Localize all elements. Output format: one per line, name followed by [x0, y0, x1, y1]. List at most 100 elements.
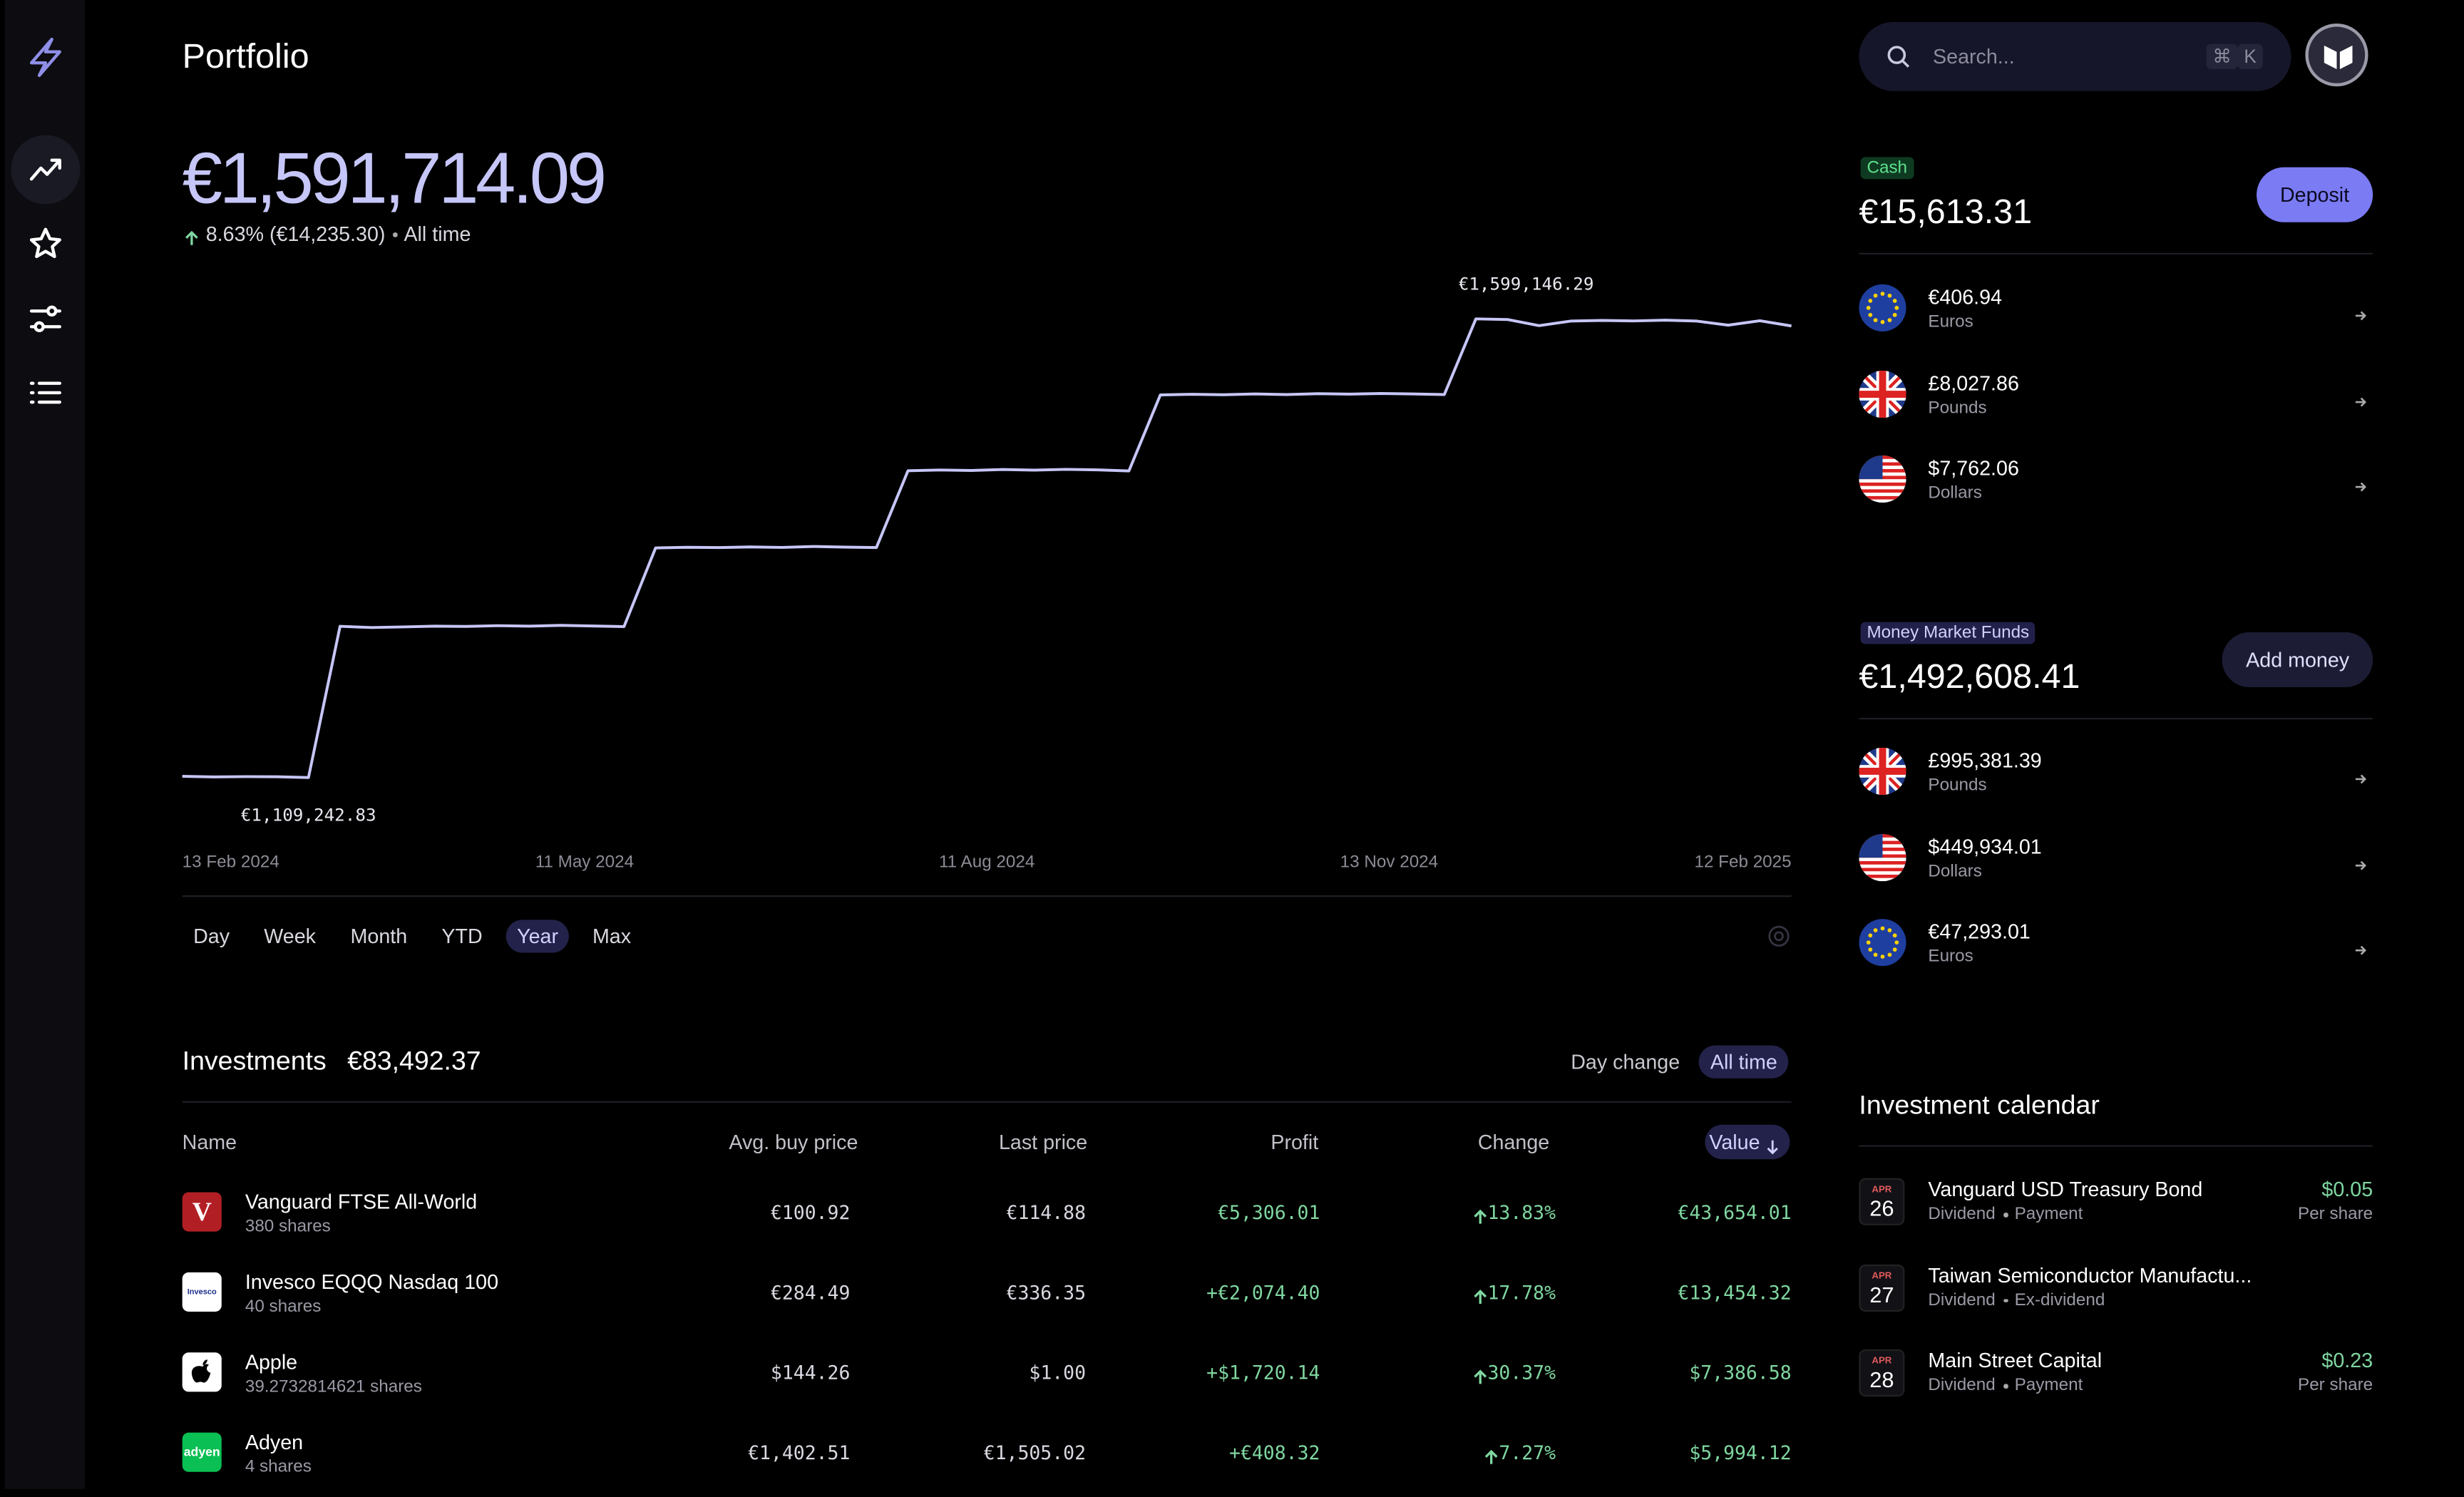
flag-eu — [1859, 284, 1906, 331]
x-axis-label: 11 Aug 2024 — [938, 853, 1035, 872]
up-arrow-path — [1484, 1449, 1498, 1464]
divider — [1859, 252, 2373, 254]
max-label: €1,599,146.29 — [1458, 274, 1594, 295]
event-type: Dividend — [1928, 1205, 1996, 1224]
page-title: Portfolio — [182, 36, 309, 76]
flag-wrap — [1859, 919, 1906, 967]
toggle-button[interactable]: Day change — [1571, 1050, 1680, 1074]
flag-star — [1868, 947, 1873, 952]
row-arrow-path — [2355, 945, 2367, 955]
search-icon — [1887, 46, 1910, 68]
change: 17.78% — [1487, 1282, 1556, 1304]
event-name: Main Street Capital — [1928, 1348, 2103, 1372]
value: €13,454.32 — [1678, 1282, 1792, 1304]
apple-logo — [190, 1359, 210, 1382]
row-arrow — [2355, 311, 2367, 321]
up-arrow — [185, 230, 198, 245]
flag-us — [1859, 833, 1906, 881]
column-header[interactable]: Value — [1709, 1130, 1760, 1154]
badge: Cash — [1860, 157, 1914, 180]
avatar-logo — [2324, 45, 2353, 69]
row-arrow — [2355, 774, 2367, 784]
flag-star — [1892, 947, 1897, 952]
account-amount: €47,293.01 — [1928, 920, 2031, 944]
sort-wrap — [1766, 1134, 1779, 1155]
account-currency: Dollars — [1928, 861, 1982, 881]
flag-star — [1866, 306, 1871, 310]
flag-body — [1859, 369, 1906, 418]
up-arrow — [1474, 1369, 1487, 1384]
flag-body — [1859, 833, 1906, 881]
x-axis-label: 13 Feb 2024 — [182, 853, 279, 872]
flag-gb — [1859, 369, 1906, 418]
separator-dot — [393, 232, 397, 237]
date-box — [1859, 1263, 1905, 1311]
range-button[interactable]: Year — [505, 920, 570, 953]
event-amount: $0.05 — [2321, 1177, 2373, 1201]
profit: +$1,720.14 — [1206, 1362, 1320, 1384]
portfolio-change: 8.63% (€14,235.30) — [205, 222, 386, 246]
asset-shares: 4 shares — [245, 1457, 312, 1477]
flag-eu — [1859, 919, 1906, 967]
flag-star — [1892, 299, 1897, 303]
flag-star — [1892, 312, 1897, 317]
apple-shape — [190, 1359, 210, 1382]
sort-arrow — [1767, 1140, 1778, 1155]
chevron-wrap — [2354, 473, 2367, 492]
arrow-wrap — [1472, 1205, 1488, 1224]
x-axis-label: 12 Feb 2025 — [1694, 853, 1792, 872]
range-button[interactable]: Max — [592, 924, 632, 948]
action-button[interactable]: Deposit — [2256, 167, 2373, 222]
event-type: Dividend — [1928, 1290, 1996, 1310]
flag-wrap — [1859, 747, 1906, 796]
flag-stripe — [1859, 495, 1906, 500]
flag-star — [1880, 292, 1885, 296]
sort-pill — [1705, 1124, 1790, 1160]
account-amount: £995,381.39 — [1928, 748, 2042, 773]
avatar[interactable] — [2305, 24, 2368, 87]
flag-wrap — [1859, 456, 1906, 503]
avg-price: €100.92 — [770, 1201, 851, 1224]
divider — [182, 895, 1792, 897]
flag-star — [1868, 933, 1873, 938]
flag-stripe — [1859, 873, 1906, 878]
flag-gb — [1859, 747, 1906, 796]
sort-arrow-path — [1767, 1140, 1778, 1155]
up-arrow — [1474, 1209, 1487, 1224]
flag-star — [1894, 306, 1899, 310]
flag-star — [1873, 952, 1878, 957]
range-button[interactable]: Month — [350, 924, 408, 948]
action-button[interactable]: Add money — [2222, 632, 2373, 688]
flag-body — [1859, 284, 1906, 331]
row-arrow-path — [2355, 482, 2367, 492]
arrow-wrap — [184, 226, 200, 245]
separator-dot — [2003, 1298, 2008, 1302]
last-price: €1,505.02 — [983, 1441, 1087, 1464]
min-label: €1,109,242.83 — [240, 805, 376, 825]
event-kind: Payment — [2014, 1205, 2083, 1224]
row-arrow-path — [2355, 396, 2367, 406]
range-button[interactable]: Day — [193, 924, 230, 948]
arrow-wrap — [1484, 1445, 1499, 1464]
settings-icon[interactable] — [1768, 925, 1790, 947]
account-amount: $449,934.01 — [1928, 834, 2042, 858]
event-type: Dividend — [1928, 1376, 1996, 1395]
event-name: Taiwan Semiconductor Manufactu... — [1928, 1262, 2252, 1287]
range-button[interactable]: Week — [264, 924, 317, 948]
account-currency: Pounds — [1928, 398, 1987, 418]
flag-wrap — [1859, 284, 1906, 331]
event-unit: Per share — [2298, 1205, 2373, 1224]
toggle-button[interactable]: All time — [1699, 1045, 1789, 1079]
up-arrow-path — [185, 230, 198, 245]
account-currency: Pounds — [1928, 776, 1987, 796]
range-button[interactable]: YTD — [441, 924, 483, 948]
flag-bg — [1859, 284, 1906, 331]
asset-logo — [182, 1352, 222, 1392]
account-amount: €406.94 — [1928, 284, 2002, 309]
column-header: Last price — [998, 1130, 1088, 1154]
portfolio-line — [182, 317, 1792, 779]
flag-wrap — [1859, 833, 1906, 881]
flag-star — [1887, 952, 1892, 957]
change: 7.27% — [1499, 1441, 1556, 1464]
event-unit: Per share — [2298, 1376, 2373, 1395]
